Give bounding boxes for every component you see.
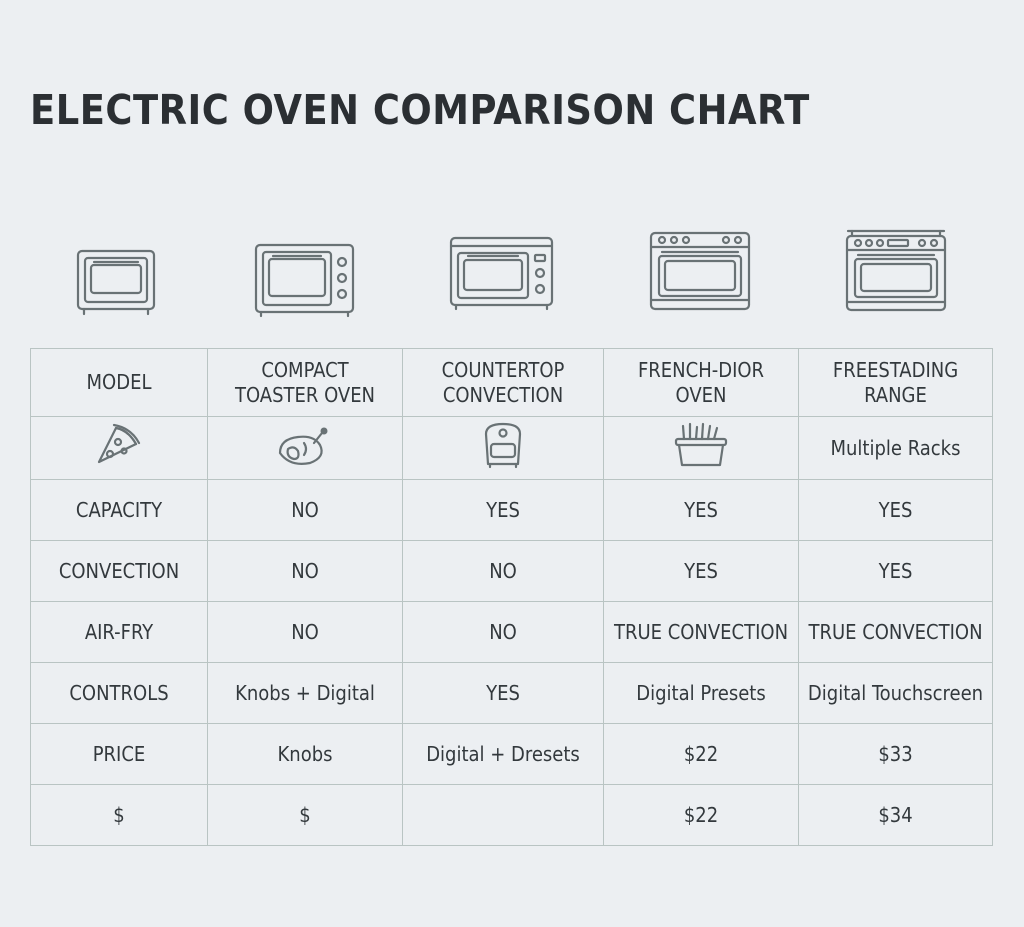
table-cell: TRUE CONVECTION [603,601,799,663]
icon-cell [402,416,604,480]
comparison-table: MODEL COMPACT TOASTER OVEN COUNTERTOP CONV… [30,348,993,846]
header-cell-french-door: FRENCH-DIOR OVEN [603,348,799,417]
food-icon-row: Multiple Racks [30,416,993,480]
header-line2: OVEN [675,382,727,407]
table-row: AIR-FRY NO NO TRUE CONVECTION TRUE CONVE… [30,601,993,663]
oven-icons-row [0,225,1024,325]
toaster-oven-icon [76,249,156,316]
air-fryer-icon [484,422,522,469]
header-cell-compact: COMPACT TOASTER OVEN [207,348,403,417]
table-cell: YES [402,479,604,541]
row-label: CAPACITY [30,479,208,541]
row-label: AIR-FRY [30,601,208,663]
header-line2: CONVECTION [442,382,564,407]
header-line2: RANGE [864,382,927,407]
table-cell: $22 [603,723,799,785]
header-line1: MODEL [86,370,152,394]
header-cell-model: MODEL [30,348,208,417]
table-cell: $33 [798,723,993,785]
table-cell: NO [402,601,604,663]
row-label: CONVECTION [30,540,208,602]
table-cell: NO [402,540,604,602]
row-label: PRICE [30,723,208,785]
table-cell: NO [207,479,403,541]
pizza-slice-icon [97,423,141,464]
header-line1: COMPACT [261,357,349,382]
table-cell: YES [402,662,604,724]
table-cell: NO [207,601,403,663]
page-title: ELECTRIC OVEN COMPARISON CHART [30,86,810,134]
range-oven-icon [845,229,947,312]
compact-oven-icon [254,243,355,318]
fries-basket-icon [674,422,728,467]
table-row: $ $ $22 $34 [30,784,993,846]
countertop-oven-icon [449,236,554,311]
table-cell: Digital Touchscreen [798,662,993,724]
table-row: CONVECTION NO NO YES YES [30,540,993,602]
row-label: $ [30,784,208,846]
icon-cell [30,416,208,480]
header-line1: FRENCH-DIOR [637,357,765,382]
icon-cell-text: Multiple Racks [798,416,993,480]
icon-cell [207,416,403,480]
table-cell: $22 [603,784,799,846]
table-cell: Digital + Dresets [402,723,604,785]
header-line1: COUNTERTOP [441,357,565,382]
table-cell: YES [798,540,993,602]
table-cell: Knobs [207,723,403,785]
table-cell: $34 [798,784,993,846]
table-row: CAPACITY NO YES YES YES [30,479,993,541]
table-row: CONTROLS Knobs + Digital YES Digital Pre… [30,662,993,724]
table-cell: Digital Presets [603,662,799,724]
table-row: PRICE Knobs Digital + Dresets $22 $33 [30,723,993,785]
header-cell-countertop: COUNTERTOP CONVECTION [402,348,604,417]
icon-cell [603,416,799,480]
french-door-oven-icon [649,231,751,311]
roast-chicken-icon [278,427,328,465]
table-cell: TRUE CONVECTION [798,601,993,663]
table-cell: NO [207,540,403,602]
row-label: CONTROLS [30,662,208,724]
table-cell [402,784,604,846]
table-cell: Knobs + Digital [207,662,403,724]
table-cell: $ [207,784,403,846]
table-cell: YES [798,479,993,541]
header-cell-freestanding: FREESTADING RANGE [798,348,993,417]
header-line1: FREESTADING [832,357,959,382]
table-cell: YES [603,479,799,541]
header-line2: TOASTER OVEN [234,382,376,407]
table-cell: YES [603,540,799,602]
table-header-row: MODEL COMPACT TOASTER OVEN COUNTERTOP CONV… [30,348,993,417]
